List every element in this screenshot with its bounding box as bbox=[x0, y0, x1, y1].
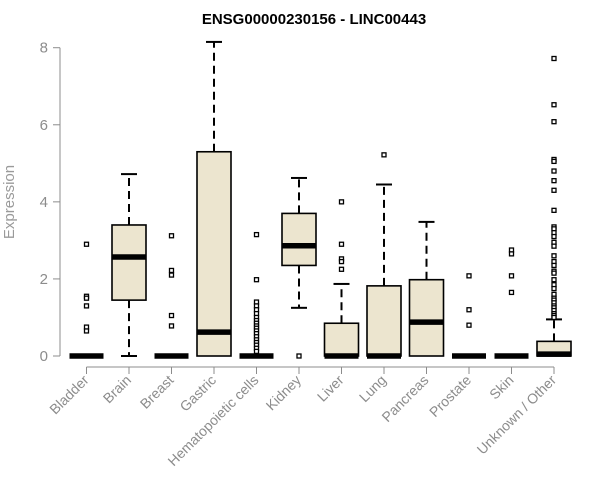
outlier-point bbox=[551, 187, 557, 193]
outlier-point bbox=[466, 273, 472, 279]
outlier-point bbox=[551, 243, 557, 249]
outlier-point bbox=[466, 322, 472, 328]
outlier-point bbox=[551, 178, 557, 184]
box-gastric bbox=[196, 40, 232, 357]
outlier-point bbox=[168, 233, 175, 239]
outlier-point bbox=[168, 272, 175, 278]
outlier-point bbox=[381, 152, 387, 158]
box-liver bbox=[323, 199, 360, 359]
outlier-point bbox=[338, 241, 345, 247]
box-brain bbox=[111, 173, 147, 357]
box-breast bbox=[154, 233, 189, 359]
y-tick-label: 4 bbox=[40, 194, 48, 211]
outlier-point bbox=[551, 119, 557, 125]
outlier-point bbox=[338, 266, 345, 272]
outlier-point bbox=[551, 262, 557, 269]
outlier-point bbox=[551, 277, 557, 283]
x-tick-label: Pancreas bbox=[378, 372, 431, 425]
outlier-point bbox=[551, 55, 557, 62]
x-tick-label: Unknown / Other bbox=[474, 372, 560, 458]
outlier-point bbox=[83, 328, 90, 334]
outlier-point bbox=[253, 231, 260, 238]
x-tick-label: Lung bbox=[356, 372, 389, 405]
box-pancreas bbox=[408, 220, 445, 357]
box-hematopoietic-cells bbox=[239, 231, 274, 359]
y-tick-label: 8 bbox=[40, 40, 48, 57]
x-tick-label: Skin bbox=[486, 372, 517, 403]
x-tick-label: Bladder bbox=[46, 372, 92, 418]
box-lung bbox=[366, 152, 402, 359]
outlier-point bbox=[551, 207, 557, 213]
outlier-point bbox=[168, 267, 175, 274]
outlier-point bbox=[551, 253, 557, 259]
outlier-point bbox=[296, 353, 302, 359]
y-tick-label: 6 bbox=[40, 117, 48, 134]
outlier-point bbox=[551, 285, 557, 292]
outlier-point bbox=[83, 303, 90, 309]
y-tick-label: 0 bbox=[40, 348, 48, 365]
outlier-point bbox=[338, 258, 345, 265]
outlier-point bbox=[551, 233, 557, 240]
x-tick-label: Kidney bbox=[263, 372, 305, 414]
box-iqr bbox=[323, 322, 360, 357]
plot-area bbox=[69, 40, 572, 359]
outlier-point bbox=[253, 348, 260, 355]
outlier-point bbox=[508, 289, 515, 296]
outlier-point bbox=[466, 307, 472, 313]
x-tick-label: Prostate bbox=[426, 372, 474, 420]
y-axis: 0 2 4 6 8 bbox=[40, 40, 61, 365]
outlier-point bbox=[551, 158, 557, 165]
outlier-point bbox=[508, 273, 515, 279]
outlier-point bbox=[338, 199, 345, 205]
outlier-point bbox=[253, 277, 260, 283]
box-prostate bbox=[452, 273, 486, 359]
outlier-point bbox=[168, 312, 175, 319]
box-iqr bbox=[366, 285, 402, 357]
box-iqr bbox=[111, 224, 147, 301]
box-unknown-other bbox=[536, 55, 572, 357]
outlier-point bbox=[551, 168, 557, 174]
box-iqr bbox=[281, 212, 317, 267]
box-iqr bbox=[408, 278, 445, 357]
y-axis-label: Expression bbox=[1, 165, 18, 239]
outlier-point bbox=[508, 251, 515, 257]
outlier-point bbox=[551, 102, 557, 108]
chart-title: ENSG00000230156 - LINC00443 bbox=[202, 11, 426, 28]
outlier-point bbox=[551, 270, 557, 276]
box-bladder bbox=[69, 241, 104, 359]
outlier-point bbox=[83, 241, 90, 247]
box-kidney bbox=[281, 176, 317, 359]
x-tick-label: Breast bbox=[137, 372, 177, 412]
outlier-point bbox=[551, 314, 557, 321]
outlier-point bbox=[168, 323, 175, 329]
x-tick-label: Brain bbox=[100, 372, 134, 406]
y-tick-label: 2 bbox=[40, 271, 48, 288]
x-tick-label: Liver bbox=[314, 372, 347, 405]
outlier-point bbox=[83, 295, 90, 301]
box-skin bbox=[494, 247, 529, 359]
box-iqr bbox=[196, 150, 232, 357]
